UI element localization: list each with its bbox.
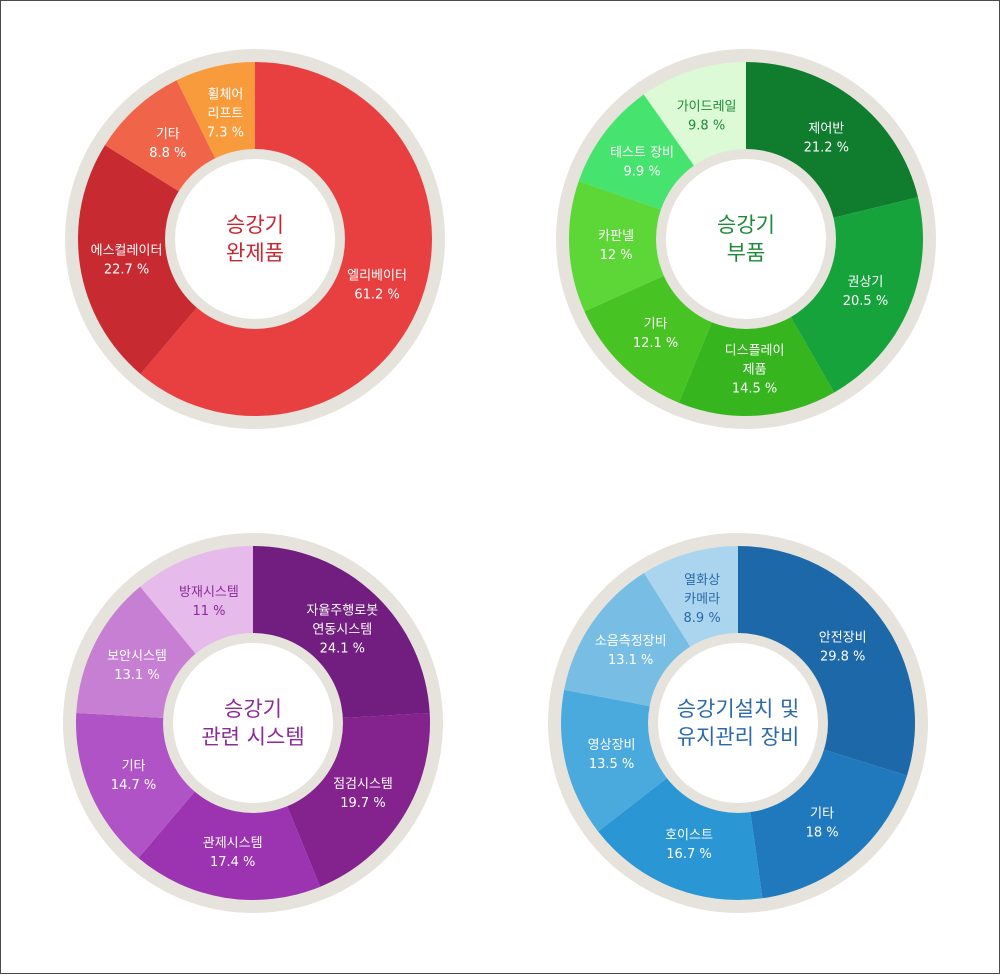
- center-title-1: 승강기 완제품: [226, 213, 284, 265]
- slice-label-4-3: 호이스트 16.7 %: [665, 828, 713, 862]
- pie-slice-2-7: [643, 62, 746, 174]
- center-title-2: 승강기 부품: [717, 213, 775, 265]
- pie-slice-2-3: [678, 308, 835, 417]
- pie-slice-4-2: [749, 746, 908, 899]
- pie-slice-2-4: [584, 271, 716, 403]
- donut-hole: [658, 643, 818, 803]
- donut-hole: [175, 159, 335, 319]
- slice-label-3-1: 자율주행로봇 연동시스템 24.1 %: [306, 603, 378, 657]
- pie-slice-1-1: [140, 62, 433, 417]
- slice-label-3-5: 보안시스템 13.1 %: [107, 649, 167, 683]
- pie-slice-3-2: [283, 712, 430, 887]
- pie-slice-2-2: [785, 197, 923, 393]
- pie-slice-4-6: [644, 546, 738, 656]
- slice-label-3-4: 기타 14.7 %: [111, 759, 156, 793]
- slice-label-1-4: 휠체어 리프트 7.3 %: [207, 87, 244, 140]
- slice-label-2-2: 권상기 20.5 %: [843, 275, 888, 309]
- pie-slice-3-3: [138, 783, 321, 900]
- slice-label-1-2: 에스컬레이터 22.7 %: [91, 243, 163, 277]
- donut-chart-3: 자율주행로봇 연동시스템 24.1 % 점검시스템 19.7 % 관제시스템 17.4 % 기…: [63, 533, 443, 913]
- pie-slice-2-6: [578, 94, 700, 213]
- pie-slice-3-5: [76, 586, 203, 719]
- pie-slice-1-4: [176, 62, 255, 168]
- slice-label-2-7: 가이드레일 9.8 %: [677, 100, 737, 134]
- pie-slice-2-1: [746, 62, 918, 221]
- slice-label-2-5: 카판넬 12 %: [598, 229, 634, 263]
- slice-label-1-3: 기타 8.8 %: [149, 127, 186, 161]
- slice-label-2-4: 기타 12.1 %: [633, 317, 678, 351]
- pie-slice-4-4: [560, 689, 675, 832]
- slice-label-2-3: 디스플레이 제품 14.5 %: [725, 344, 785, 397]
- slice-label-1-1: 엘리베이터 61.2 %: [347, 268, 407, 302]
- pie-slice-1-2: [77, 145, 204, 374]
- center-title-3: 승강기 관련 시스템: [201, 697, 304, 749]
- center-title-4: 승강기설치 및 유지관리 장비: [677, 697, 800, 749]
- slice-label-4-1: 안전장비 29.8 %: [819, 630, 867, 664]
- donut-chart-1: 엘리베이터 61.2 % 에스컬레이터 22.7 % 기타 8.8 % 휠체어 리프트 7.3 …: [65, 49, 445, 429]
- donut-hole: [666, 159, 826, 319]
- slice-label-3-3: 관제시스템 17.4 %: [203, 836, 263, 870]
- slice-label-4-2: 기타 18 %: [806, 807, 839, 841]
- pie-slice-3-1: [253, 546, 430, 719]
- donut-chart-4: 안전장비 29.8 % 기타 18 % 호이스트 16.7 % 영상장비 13.5 % 소음측정…: [548, 533, 928, 913]
- pie-slice-2-5: [569, 181, 673, 312]
- slice-label-2-1: 제어반 21.2 %: [804, 121, 849, 155]
- slice-label-2-6: 테스트 장비 9.9 %: [610, 145, 674, 179]
- slice-label-4-4: 영상장비 13.5 %: [588, 738, 636, 772]
- donut-chart-2: 제어반 21.2 % 권상기 20.5 % 디스플레이 제품 14.5 % 기타 12.1 % 카…: [556, 49, 936, 429]
- pie-slice-3-6: [140, 546, 253, 662]
- slice-label-4-5: 소음측정장비 13.1 %: [595, 634, 667, 668]
- slice-label-4-6: 열화상 카메라 8.9 %: [684, 573, 721, 626]
- donut-hole: [173, 643, 333, 803]
- slice-label-3-2: 점검시스템 19.7 %: [333, 777, 393, 811]
- slice-label-3-6: 방재시스템 11 %: [179, 585, 239, 619]
- pie-slice-4-1: [738, 546, 916, 776]
- pie-slice-1-3: [104, 80, 220, 197]
